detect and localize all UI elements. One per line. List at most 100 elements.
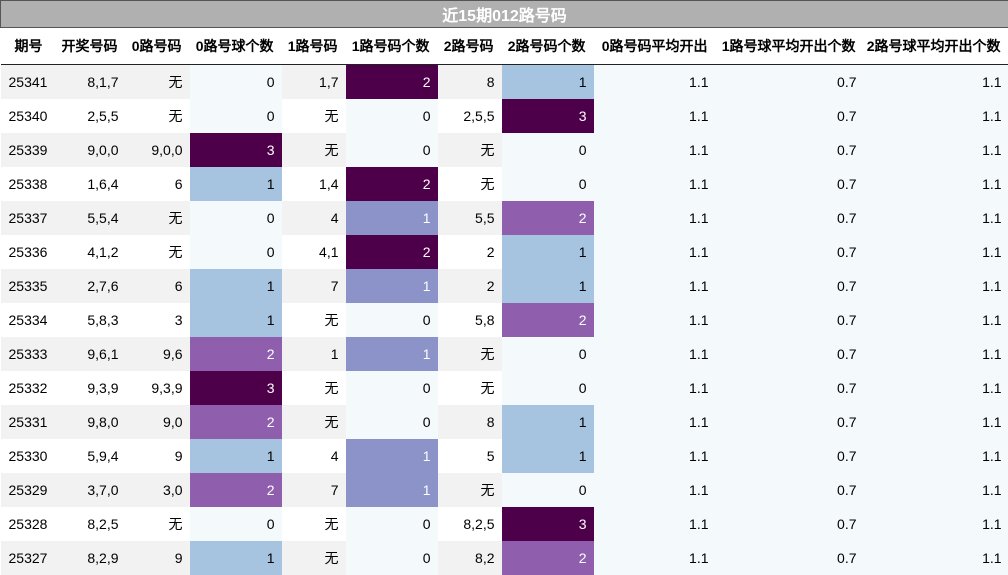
table-cell: 9,3,9 [126, 371, 190, 405]
table-cell: 9,0 [126, 405, 190, 439]
table-cell: 6 [126, 269, 190, 303]
table-cell: 1 [346, 201, 438, 235]
table-cell: 1.1 [594, 133, 716, 167]
header-cell: 期号 [1, 28, 57, 65]
table-cell: 1 [346, 269, 438, 303]
table-cell: 1 [502, 439, 594, 473]
table-cell: 0 [502, 133, 594, 167]
table-cell: 1.1 [864, 371, 1008, 405]
table-cell: 无 [126, 235, 190, 269]
table-cell: 3 [502, 99, 594, 133]
table-cell: 0 [346, 99, 438, 133]
table-cell: 0 [190, 65, 282, 100]
table-cell: 0 [346, 541, 438, 575]
table-cell: 3 [190, 371, 282, 405]
table-cell: 2 [502, 303, 594, 337]
table-cell: 0 [502, 371, 594, 405]
table-cell: 3,0 [126, 473, 190, 507]
table-cell: 4,1,2 [57, 235, 126, 269]
table-cell: 0 [346, 371, 438, 405]
table-cell: 1.1 [864, 439, 1008, 473]
table-cell: 3 [502, 507, 594, 541]
table-cell: 无 [282, 541, 346, 575]
table-cell: 25339 [1, 133, 57, 167]
table-cell: 25338 [1, 167, 57, 201]
table-cell: 0 [190, 99, 282, 133]
table-cell: 2 [346, 235, 438, 269]
header-row: 期号 开奖号码 0路号码 0路号球个数 1路号码 1路号码个数 2路号码 2路号… [1, 28, 1008, 65]
table-cell: 0 [190, 507, 282, 541]
table-cell: 1.1 [594, 201, 716, 235]
table-cell: 1,4 [282, 167, 346, 201]
table-cell: 5,8,3 [57, 303, 126, 337]
table-cell: 25341 [1, 65, 57, 100]
table-cell: 9 [126, 541, 190, 575]
table-cell: 1.1 [594, 337, 716, 371]
table-cell: 1.1 [864, 99, 1008, 133]
table-cell: 0.7 [716, 507, 864, 541]
table-cell: 1.1 [864, 507, 1008, 541]
table-cell: 25328 [1, 507, 57, 541]
table-cell: 1.1 [594, 303, 716, 337]
table-cell: 1.1 [864, 235, 1008, 269]
table-cell: 无 [126, 65, 190, 100]
table-cell: 9,6 [126, 337, 190, 371]
table-cell: 5,8 [438, 303, 502, 337]
title-row: 近15期012路号码 [1, 1, 1008, 28]
table-cell: 1.1 [594, 99, 716, 133]
table-cell: 1.1 [594, 65, 716, 100]
table-cell: 1.1 [594, 371, 716, 405]
header-cell: 0路号码 [126, 28, 190, 65]
table-cell: 1.1 [864, 541, 1008, 575]
table-cell: 8 [438, 405, 502, 439]
table-cell: 1 [346, 439, 438, 473]
table-cell: 0.7 [716, 269, 864, 303]
table-cell: 25332 [1, 371, 57, 405]
table-cell: 25334 [1, 303, 57, 337]
table-cell: 25337 [1, 201, 57, 235]
table-cell: 4 [282, 201, 346, 235]
table-cell: 0.7 [716, 133, 864, 167]
table-cell: 25329 [1, 473, 57, 507]
table-cell: 1 [190, 541, 282, 575]
table-cell: 2 [502, 541, 594, 575]
table-cell: 无 [282, 405, 346, 439]
table-cell: 9,0,0 [126, 133, 190, 167]
table-cell: 7 [282, 269, 346, 303]
header-cell: 开奖号码 [57, 28, 126, 65]
table-cell: 1.1 [864, 133, 1008, 167]
table-cell: 4 [282, 439, 346, 473]
table-cell: 0 [346, 507, 438, 541]
table-cell: 无 [126, 507, 190, 541]
table-cell: 2 [346, 65, 438, 100]
table-cell: 1.1 [864, 473, 1008, 507]
table-cell: 8 [438, 65, 502, 100]
table-cell: 1 [502, 405, 594, 439]
table-cell: 无 [282, 507, 346, 541]
table-cell: 8,2,5 [438, 507, 502, 541]
table-cell: 2 [190, 337, 282, 371]
table-cell: 5,9,4 [57, 439, 126, 473]
table-cell: 无 [282, 99, 346, 133]
table-cell: 0.7 [716, 541, 864, 575]
table-cell: 1.1 [864, 405, 1008, 439]
table-cell: 9,6,1 [57, 337, 126, 371]
table-cell: 2 [190, 473, 282, 507]
table-cell: 0 [502, 167, 594, 201]
table-cell: 1,7 [282, 65, 346, 100]
table-cell: 4,1 [282, 235, 346, 269]
table-cell: 1.1 [594, 473, 716, 507]
table-cell: 无 [282, 303, 346, 337]
table-cell: 5,5,4 [57, 201, 126, 235]
table-cell: 1 [502, 269, 594, 303]
table-cell: 0.7 [716, 201, 864, 235]
table-cell: 3,7,0 [57, 473, 126, 507]
